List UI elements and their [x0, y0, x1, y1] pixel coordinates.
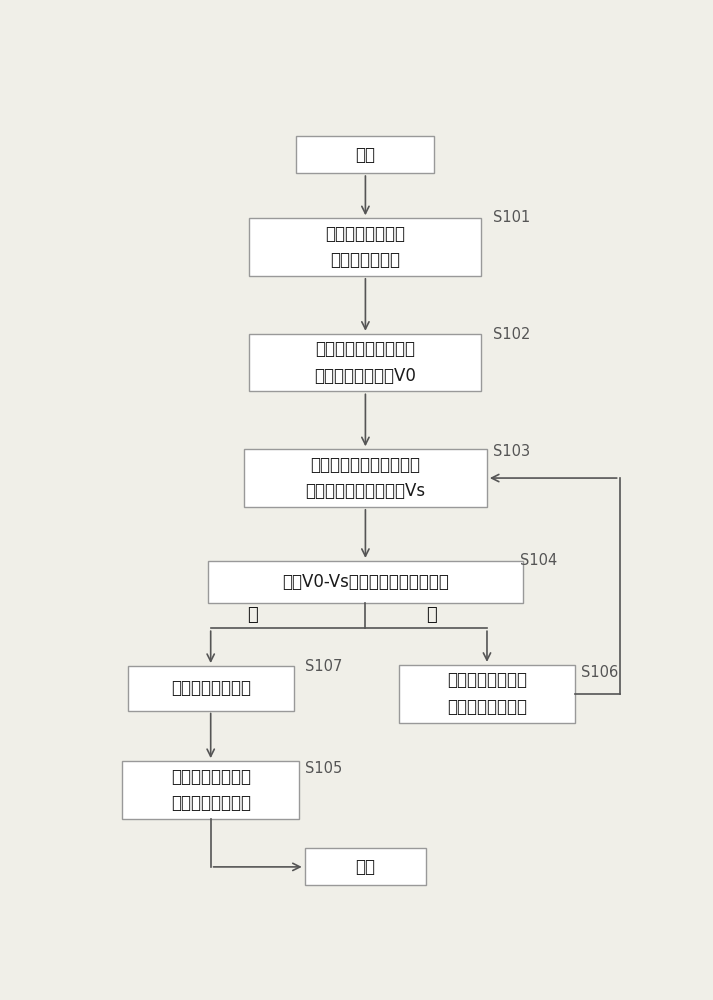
FancyBboxPatch shape — [250, 218, 481, 276]
FancyBboxPatch shape — [399, 665, 575, 723]
FancyBboxPatch shape — [244, 449, 487, 507]
FancyBboxPatch shape — [297, 136, 434, 173]
FancyBboxPatch shape — [304, 848, 426, 885]
Text: S102: S102 — [493, 327, 530, 342]
Text: 控制驱动芯片继续
为所述闪光灯供电: 控制驱动芯片继续 为所述闪光灯供电 — [447, 671, 527, 716]
Text: 预先设置闪光灯的
过温保护的阈值: 预先设置闪光灯的 过温保护的阈值 — [325, 225, 406, 269]
Text: 实时监测并记录所述闪光
灯当前的实际工作电压Vs: 实时监测并记录所述闪光 灯当前的实际工作电压Vs — [305, 456, 426, 500]
Text: 结束: 结束 — [355, 858, 376, 876]
Text: S103: S103 — [493, 444, 530, 459]
Text: S107: S107 — [304, 659, 342, 674]
FancyBboxPatch shape — [208, 561, 523, 603]
Text: 打开闪光灯，获取所述
闪光灯的基准电压V0: 打开闪光灯，获取所述 闪光灯的基准电压V0 — [314, 340, 416, 385]
Text: S105: S105 — [304, 761, 342, 776]
Text: 是: 是 — [247, 606, 257, 624]
Text: 开始: 开始 — [355, 146, 376, 164]
Text: 否: 否 — [426, 606, 437, 624]
Text: S104: S104 — [520, 553, 558, 568]
FancyBboxPatch shape — [128, 666, 294, 711]
Text: S106: S106 — [581, 665, 618, 680]
FancyBboxPatch shape — [250, 334, 481, 391]
FancyBboxPatch shape — [123, 761, 299, 819]
Text: 系统发出过热警告: 系统发出过热警告 — [170, 679, 251, 697]
Text: S101: S101 — [493, 210, 530, 225]
Text: 判断V0-Vs的值是否大于所述阈值: 判断V0-Vs的值是否大于所述阈值 — [282, 573, 449, 591]
Text: 控制驱动芯片停止
为所述闪光灯供电: 控制驱动芯片停止 为所述闪光灯供电 — [170, 768, 251, 812]
